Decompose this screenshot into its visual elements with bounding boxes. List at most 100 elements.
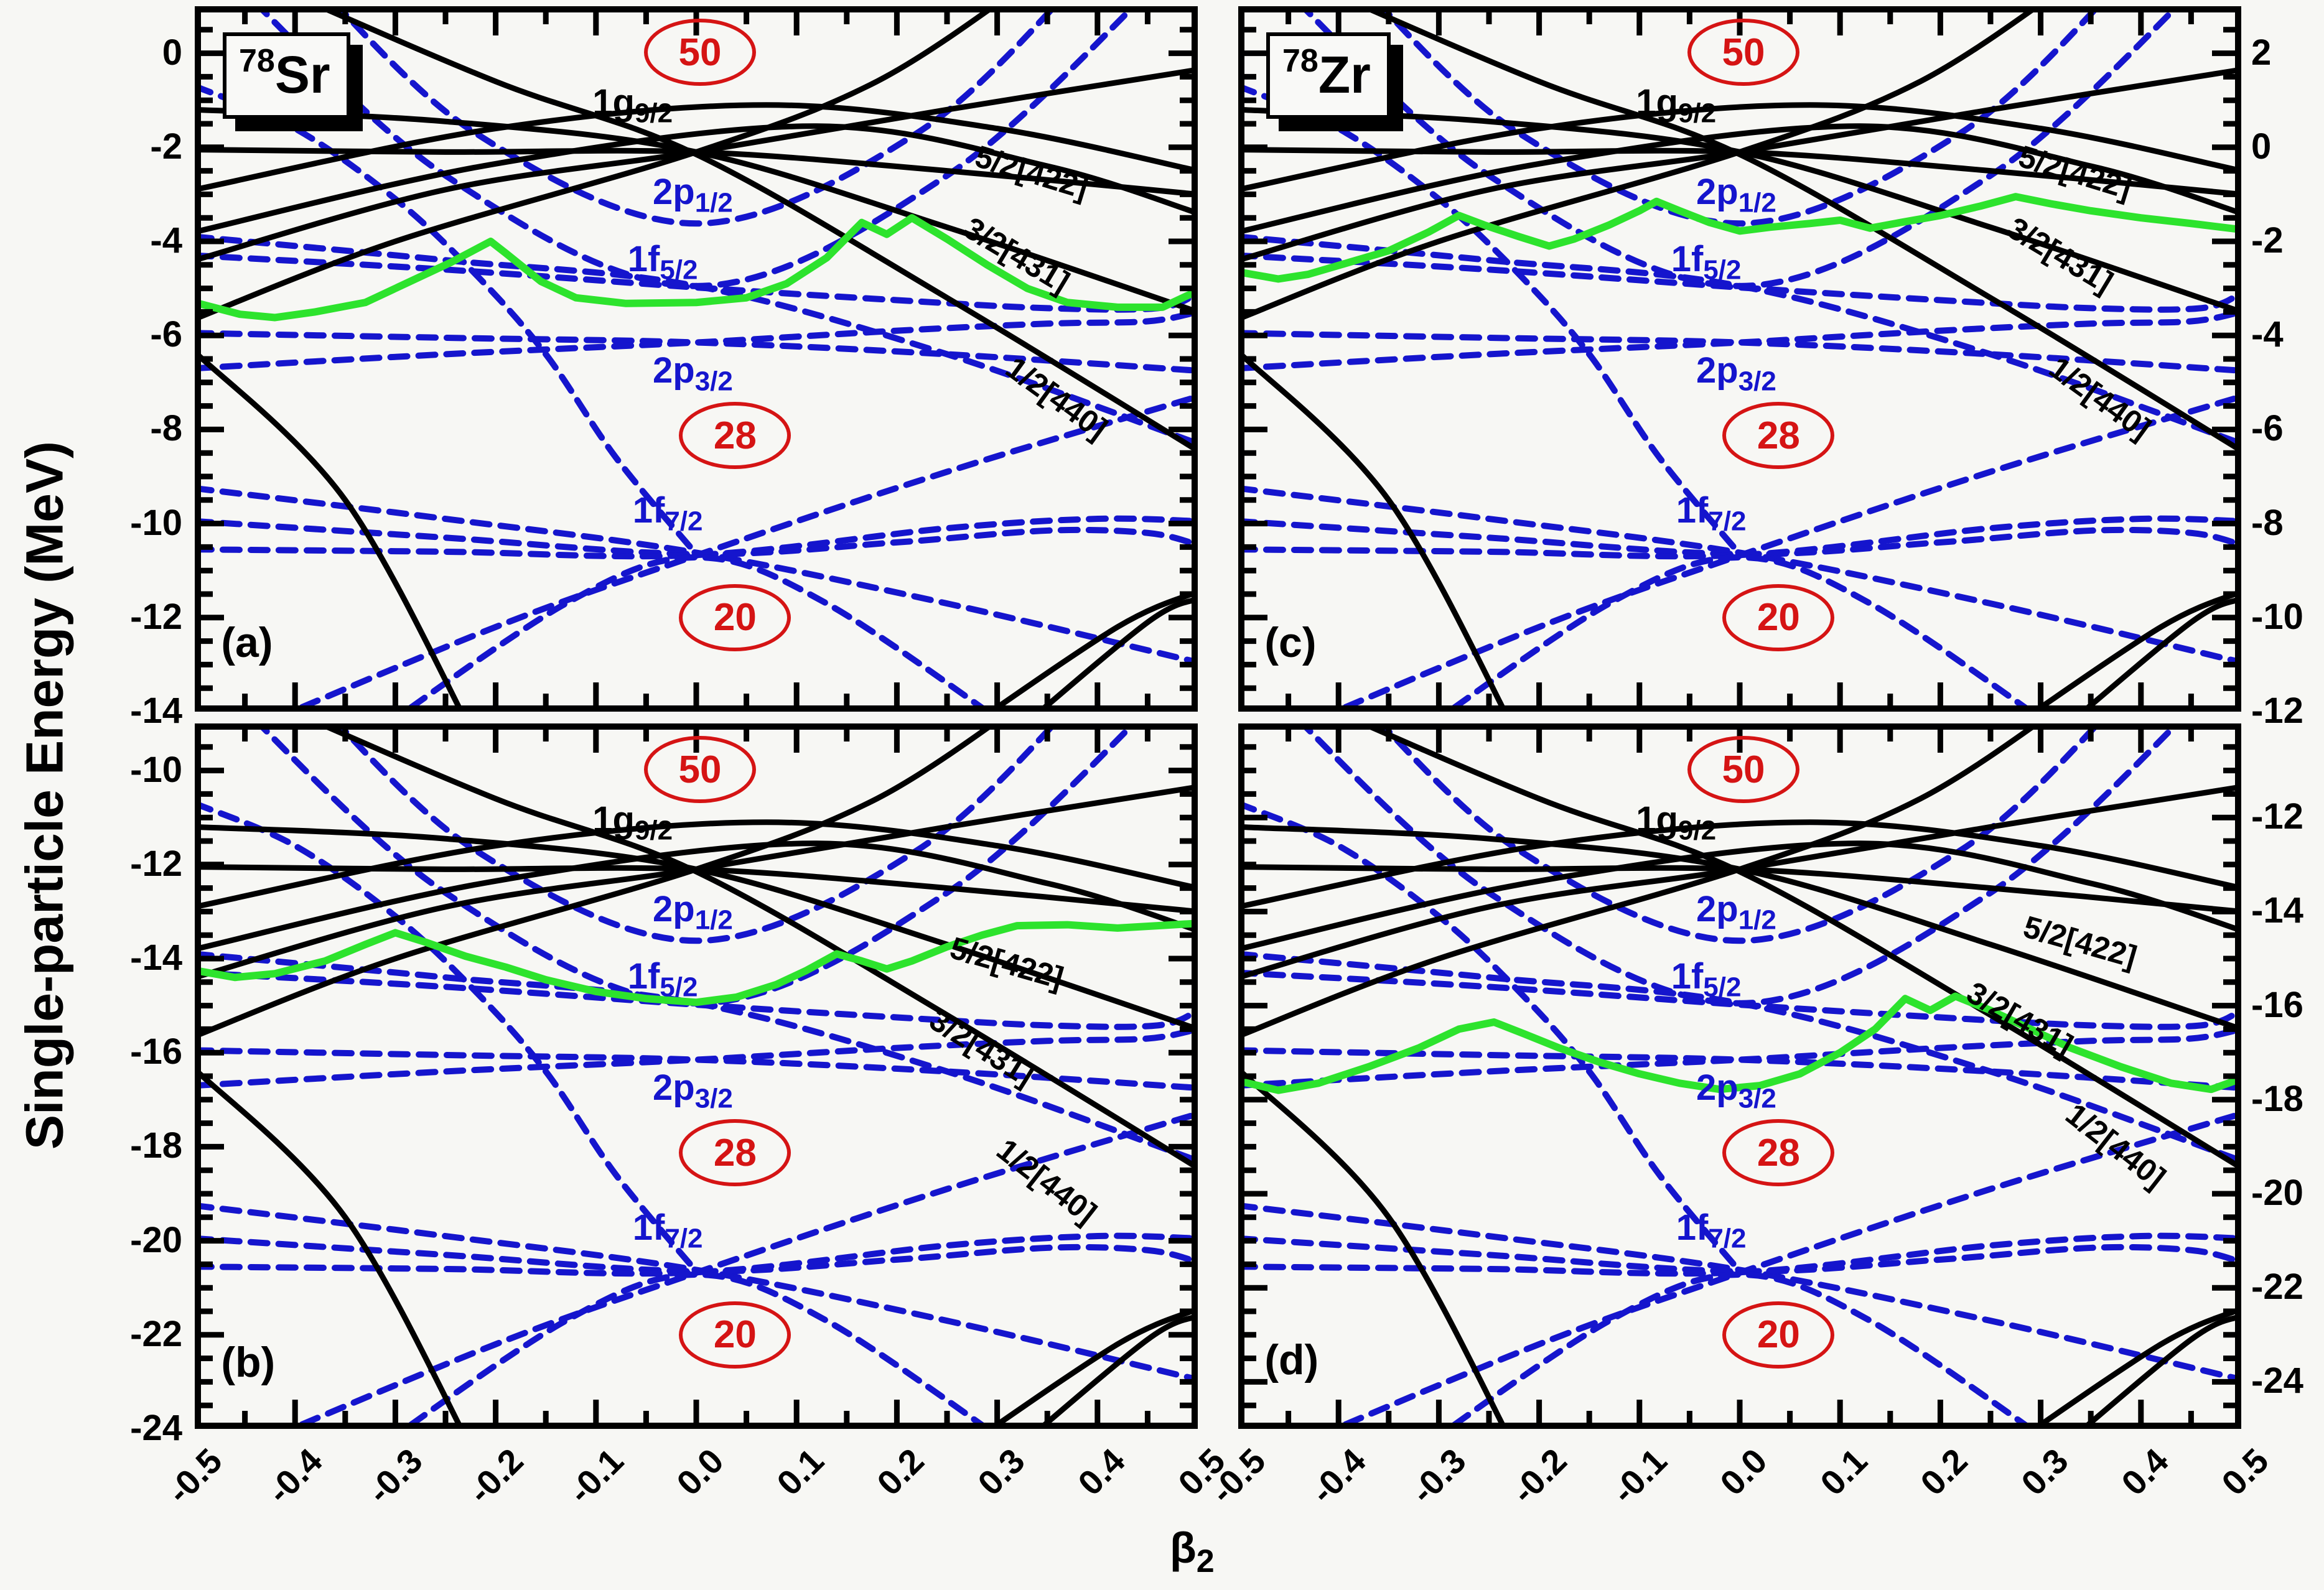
x-tick-label-b--0.1: -0.1 [560,1441,631,1511]
magic-number-50-a: 50 [644,19,756,86]
orbital-label-2p1/2-a: 2p1/2 [653,171,733,218]
y-tick-label-a--10: -10 [130,502,182,543]
panel-letter-b: (b) [221,1339,276,1387]
y-tick-label-b--22: -22 [130,1313,182,1354]
level-black-d5/2-arc-lower [1241,840,2238,952]
level-black-oblate-steep-descender [1241,351,1506,709]
x-tick-label-d--0.3: -0.3 [1403,1441,1474,1511]
level-blue-1f7/2-branch-2 [1241,1235,2238,1275]
nucleus-element: Sr [274,45,330,104]
level-black-prolate-riser-2 [1039,597,1195,709]
level-black-prolate-riser-1 [991,1307,1195,1426]
y-tick-label-c--2: -2 [2251,220,2284,261]
panel-frame-c [1238,6,2241,712]
y-tick-label-b--16: -16 [130,1031,182,1072]
orbital-label-1f7/2-a: 1f7/2 [632,490,703,537]
x-tick-label-d--0.1: -0.1 [1603,1441,1674,1511]
x-tick-label-d-0.5: 0.5 [2214,1441,2276,1503]
nucleus-title-Sr-a: 78Sr [223,32,350,119]
magic-number-20-c: 20 [1722,583,1835,651]
x-tick-label-b-0.3: 0.3 [969,1441,1032,1503]
orbital-label-2p1/2-c: 2p1/2 [1696,171,1776,218]
level-blue-oblate-plunger [1241,801,1743,1275]
orbital-label-1f5/2-b: 1f5/2 [627,956,698,1003]
x-axis-title-base: β [1170,1523,1197,1572]
level-black-oblate-steep-descender [198,351,463,709]
nucleus-mass: 78 [1282,43,1318,79]
level-blue-1f7/2-branch-2 [198,1235,1195,1275]
panel-frame-a [195,6,1198,712]
level-blue-2p3/2-up [1241,309,2238,371]
level-black-d5/2-arc-upper [1241,819,2238,909]
level-blue-1f7/2-branch-2 [1241,518,2238,557]
panel-b-plot [195,723,1198,1429]
level-black-oblate-steep-descender [1241,1068,1506,1426]
y-tick-label-b--14: -14 [130,937,182,978]
panel-letter-c: (c) [1264,619,1317,667]
panel-c-plot [1238,6,2241,712]
y-tick-label-c--4: -4 [2251,314,2284,355]
level-black-1/2[440] [1363,727,2238,1169]
y-tick-label-b--10: -10 [130,749,182,790]
x-tick-label-b--0.5: -0.5 [159,1441,230,1511]
level-blue-1f5/2-descender [198,233,1195,446]
fermi-level-line-c [1241,193,2238,283]
level-blue-1f5/2-descender [1241,233,2238,446]
magic-number-20-b: 20 [679,1301,791,1369]
level-black-prolate-riser-1 [991,590,1195,709]
x-tick-label-d-0.3: 0.3 [2013,1441,2076,1503]
magic-number-20-d: 20 [1722,1301,1835,1369]
orbital-label-2p1/2-d: 2p1/2 [1696,888,1776,936]
level-black-d5/2-arc-lower [198,123,1195,235]
panel-letter-a: (a) [221,619,273,667]
x-tick-label-d-0.2: 0.2 [1913,1441,1976,1503]
y-tick-label-b--12: -12 [130,843,182,884]
y-tick-label-a--4: -4 [150,220,182,261]
level-blue-1f7/2-V [1447,554,2032,709]
y-tick-label-c--8: -8 [2251,502,2284,543]
level-blue-2p1/2 [336,727,1057,944]
level-black-9/2[404] [198,9,994,321]
level-blue-1f7/2-V [404,554,989,709]
y-tick-label-b--20: -20 [130,1219,182,1260]
x-tick-label-b--0.3: -0.3 [360,1441,431,1511]
level-black-prolate-riser-1 [2034,1307,2238,1426]
level-black-d5/2-arc-upper [198,819,1195,909]
orbital-label-1f7/2-c: 1f7/2 [1676,490,1747,537]
x-axis-title-sub: 2 [1196,1543,1215,1579]
orbital-label-2p3/2-b: 2p3/2 [653,1067,733,1114]
y-tick-label-d--12: -12 [2251,796,2303,837]
y-tick-label-a--2: -2 [150,126,182,167]
level-blue-oblate-plunger [1241,84,1743,557]
x-tick-label-b-0.2: 0.2 [869,1441,932,1503]
fermi-level-line-d [1241,992,2238,1094]
x-tick-label-d--0.2: -0.2 [1503,1441,1574,1511]
level-blue-1f7/2-V [404,1272,989,1426]
level-blue-1f5/2-flat [198,252,1195,313]
magic-number-20-a: 20 [679,583,791,651]
nucleus-element: Zr [1318,45,1371,104]
orbital-label-1f7/2-d: 1f7/2 [1676,1207,1747,1255]
panel-d-plot [1238,723,2241,1429]
orbital-label-1f5/2-a: 1f5/2 [627,239,698,286]
panel-frame-d [1238,723,2241,1429]
x-tick-label-b-0.1: 0.1 [769,1441,831,1503]
orbital-label-1g9/2-a: 1g9/2 [592,82,673,129]
orbital-label-1f5/2-c: 1f5/2 [1671,239,1742,286]
level-blue-1f5/2-flat [198,969,1195,1030]
y-tick-label-d--14: -14 [2251,890,2303,931]
level-black-d5/2-arc-upper [1241,102,2238,192]
y-tick-label-b--18: -18 [130,1125,182,1166]
level-black-d5/2-arc-lower [1241,123,2238,235]
level-blue-1f5/2-flat [1241,969,2238,1030]
x-tick-label-b--0.2: -0.2 [460,1441,531,1511]
orbital-label-1f5/2-d: 1f5/2 [1671,956,1742,1003]
level-blue-1f7/2-V [1447,1272,2032,1426]
orbital-label-1g9/2-d: 1g9/2 [1636,799,1717,846]
level-black-prolate-riser-1 [2034,590,2238,709]
panel-frame-b [195,723,1198,1429]
level-blue-1f5/2-descender [1241,951,2238,1163]
x-tick-label-d-0.1: 0.1 [1813,1441,1875,1503]
y-tick-label-a--8: -8 [150,408,182,449]
magic-number-50-c: 50 [1687,19,1799,86]
